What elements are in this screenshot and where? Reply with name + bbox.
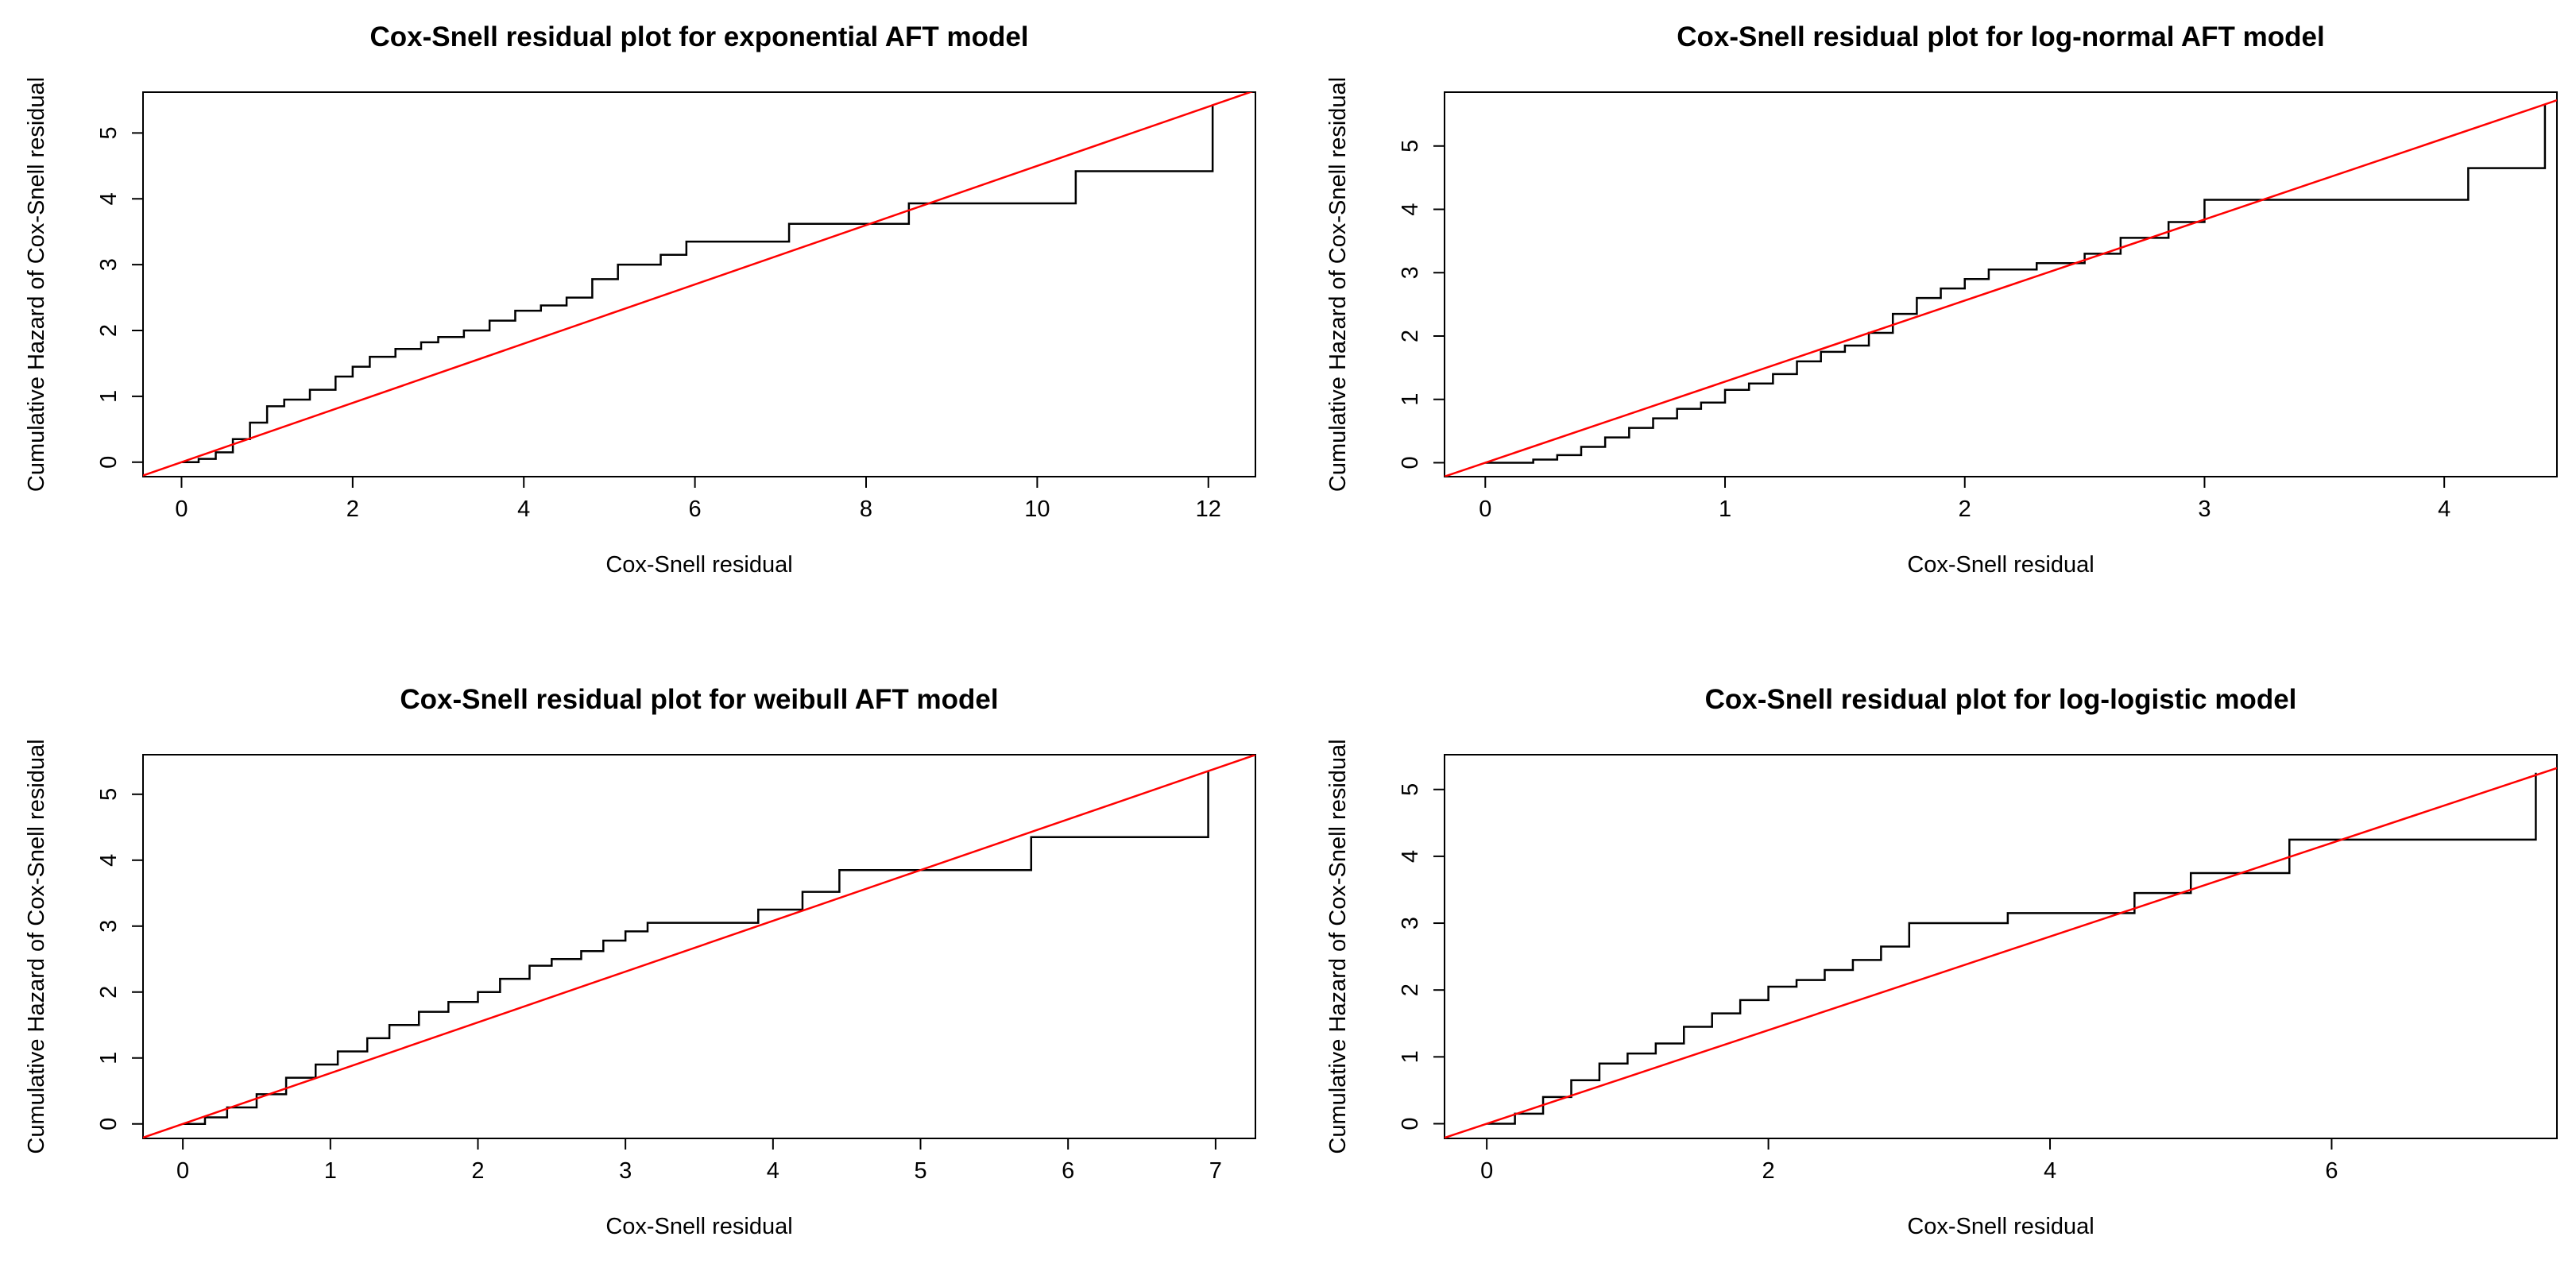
x-tick-label: 4 [767, 1158, 779, 1184]
y-tick-label: 5 [96, 126, 122, 139]
x-axis-label: Cox-Snell residual [1907, 1214, 2094, 1239]
plot-frame [1444, 754, 2558, 1139]
x-tick-label: 2 [471, 1158, 484, 1184]
y-tick-label: 4 [1398, 850, 1423, 863]
x-tick-label: 4 [2044, 1158, 2056, 1184]
x-tick-label: 0 [1480, 1158, 1493, 1184]
x-tick-label: 2 [346, 497, 359, 522]
y-tick-label: 2 [96, 986, 122, 999]
x-tick-label: 10 [1024, 497, 1050, 522]
y-tick-label: 3 [96, 920, 122, 933]
plot-area [143, 92, 1254, 477]
y-tick-label: 0 [96, 1118, 122, 1130]
y-tick-label: 4 [96, 854, 122, 867]
reference-line [143, 755, 1255, 1138]
y-axis-label: Cumulative Hazard of Cox-Snell residual [1325, 77, 1351, 492]
chart-title: Cox-Snell residual plot for weibull AFT … [400, 684, 998, 715]
reference-line [1445, 99, 2557, 477]
y-tick-label: 2 [96, 324, 122, 337]
y-tick-label: 0 [1398, 1117, 1423, 1130]
x-axis-label: Cox-Snell residual [605, 552, 792, 578]
x-tick-label: 0 [176, 1158, 189, 1184]
chart-title: Cox-Snell residual plot for exponential … [369, 21, 1028, 52]
y-tick-label: 1 [96, 1052, 122, 1065]
x-tick-label: 0 [1479, 497, 1491, 522]
x-tick-label: 5 [914, 1158, 926, 1184]
x-axis-label: Cox-Snell residual [1907, 552, 2094, 578]
y-tick-label: 5 [1398, 783, 1423, 796]
y-tick-label: 4 [1398, 203, 1423, 215]
x-tick-label: 3 [2198, 497, 2210, 522]
y-tick-label: 2 [1398, 984, 1423, 996]
x-tick-label: 2 [1959, 497, 1971, 522]
x-tick-label: 2 [1762, 1158, 1775, 1184]
x-tick-label: 6 [2325, 1158, 2338, 1184]
panel-3: Cox-Snell residual plot for weibull AFT … [24, 684, 1256, 1239]
y-tick-label: 3 [96, 258, 122, 271]
chart-title: Cox-Snell residual plot for log-normal A… [1677, 21, 2324, 52]
x-tick-label: 8 [860, 497, 872, 522]
x-tick-label: 1 [1719, 497, 1731, 522]
y-tick-label: 1 [1398, 393, 1423, 406]
plot-frame [142, 91, 1256, 477]
panel-4: Cox-Snell residual plot for log-logistic… [1325, 684, 2558, 1239]
x-tick-label: 12 [1196, 497, 1221, 522]
x-tick-label: 0 [175, 497, 188, 522]
y-tick-label: 1 [96, 390, 122, 403]
y-tick-label: 0 [1398, 456, 1423, 469]
y-tick-label: 5 [1398, 140, 1423, 153]
y-tick-label: 3 [1398, 917, 1423, 929]
x-tick-label: 4 [2438, 497, 2450, 522]
x-tick-label: 3 [619, 1158, 632, 1184]
cumulative-hazard-step [181, 105, 1214, 464]
plot-area [143, 755, 1255, 1138]
x-tick-label: 6 [689, 497, 702, 522]
reference-line [143, 92, 1254, 477]
plot-area [1445, 767, 2557, 1138]
cumulative-hazard-step [183, 771, 1209, 1125]
y-tick-label: 3 [1398, 266, 1423, 279]
y-tick-label: 2 [1398, 330, 1423, 342]
cumulative-hazard-step [1487, 772, 2537, 1125]
reference-line [1445, 767, 2557, 1138]
y-tick-label: 4 [96, 192, 122, 205]
y-axis-label: Cumulative Hazard of Cox-Snell residual [1325, 739, 1351, 1154]
x-tick-label: 4 [517, 497, 530, 522]
x-tick-label: 6 [1062, 1158, 1074, 1184]
y-tick-label: 5 [96, 788, 122, 801]
x-tick-label: 1 [324, 1158, 337, 1184]
panel-1: Cox-Snell residual plot for exponential … [24, 21, 1256, 578]
y-tick-label: 1 [1398, 1050, 1423, 1063]
x-tick-label: 7 [1209, 1158, 1222, 1184]
y-axis-label: Cumulative Hazard of Cox-Snell residual [24, 77, 49, 492]
chart-title: Cox-Snell residual plot for log-logistic… [1705, 684, 2297, 715]
cumulative-hazard-step [1485, 104, 2547, 464]
y-axis-label: Cumulative Hazard of Cox-Snell residual [24, 739, 49, 1154]
panel-2: Cox-Snell residual plot for log-normal A… [1325, 21, 2558, 578]
plot-frame [1444, 91, 2558, 477]
x-axis-label: Cox-Snell residual [605, 1214, 792, 1239]
plot-area [1445, 99, 2557, 477]
plot-frame [142, 754, 1256, 1139]
y-tick-label: 0 [96, 456, 122, 469]
